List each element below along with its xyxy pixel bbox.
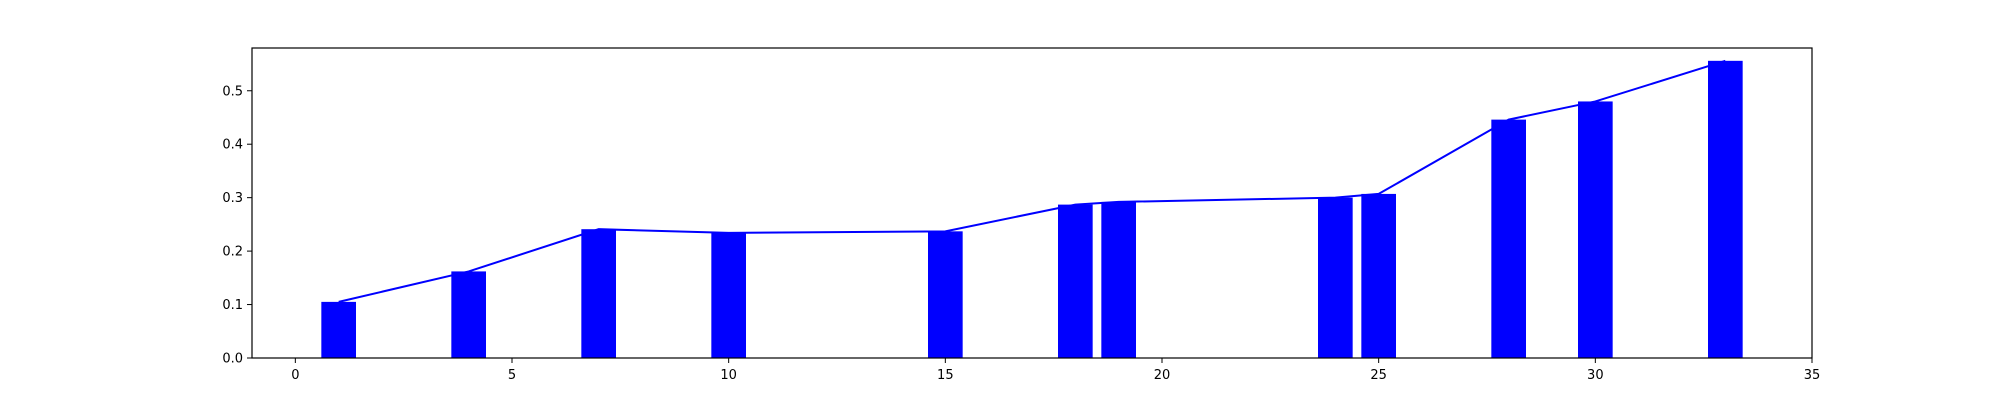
bar-2 <box>581 229 616 358</box>
y-tick-label-5: 0.5 <box>222 84 243 99</box>
y-tick-label-4: 0.4 <box>222 138 243 153</box>
x-tick-label-4: 20 <box>1154 368 1171 383</box>
bar-5 <box>1058 204 1093 358</box>
x-tick-label-7: 35 <box>1804 368 1821 383</box>
bar-4 <box>928 231 963 358</box>
bar-10 <box>1578 101 1613 358</box>
line-layer <box>338 59 1726 303</box>
series-line <box>338 59 1726 303</box>
x-tick-label-0: 0 <box>291 368 299 383</box>
x-tick-label-2: 10 <box>720 368 737 383</box>
x-tick-label-5: 25 <box>1370 368 1387 383</box>
bar-7 <box>1318 197 1353 358</box>
bar-3 <box>711 232 746 358</box>
bars-layer <box>321 60 1743 359</box>
x-tick-label-6: 30 <box>1587 368 1604 383</box>
bar-8 <box>1361 193 1396 358</box>
bar-6 <box>1101 201 1136 358</box>
bar-9 <box>1491 119 1526 358</box>
y-tick-label-2: 0.2 <box>222 245 243 260</box>
bar-1 <box>451 271 486 358</box>
bar-11 <box>1708 60 1743 359</box>
axes-layer: 0 5 10 15 20 25 30 35 0.0 0.1 0.2 0.3 0.4 0.5 <box>222 47 1821 383</box>
y-tick-label-0: 0.0 <box>222 352 243 367</box>
bar-0 <box>321 301 356 358</box>
x-tick-label-1: 5 <box>508 368 516 383</box>
axes-frame <box>251 47 1813 359</box>
x-tick-label-3: 15 <box>937 368 954 383</box>
y-tick-label-3: 0.3 <box>222 191 243 206</box>
y-tick-label-1: 0.1 <box>222 298 243 313</box>
